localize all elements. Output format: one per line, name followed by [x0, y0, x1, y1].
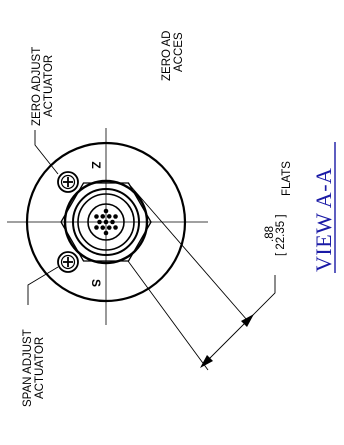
connector-pin: [103, 219, 109, 225]
connector-pin: [110, 219, 115, 225]
zero-mark-label: Z: [89, 161, 103, 168]
zero-actuator-label-line2: ACTUATOR: [43, 55, 55, 117]
dimension-note-flats: FLATS: [281, 161, 293, 196]
outer-housing-circle: [25, 141, 187, 303]
connector-pin: [100, 225, 106, 230]
dimension-extension-upper: [127, 182, 248, 321]
connector-ring-3: [77, 193, 135, 251]
span-mark-label: S: [89, 279, 103, 287]
zero-access-label-line2: ACCES: [173, 32, 185, 72]
span-actuator-label-line1: SPAN ADJUST: [22, 329, 34, 407]
connector-ring-outer: [63, 179, 149, 265]
zero-access-label-line1: ZERO AD: [161, 31, 173, 81]
span-actuator-leader: [27, 266, 59, 305]
connector-pin: [94, 225, 99, 230]
connector-pin: [113, 214, 118, 219]
connector-pins: [94, 208, 118, 236]
dimension-arrow-lower: [200, 355, 213, 368]
view-title: VIEW A-A: [311, 168, 336, 272]
connector-pin: [100, 214, 106, 219]
span-actuator-label-line2: ACTUATOR: [34, 337, 46, 399]
connector-ring-2: [72, 188, 140, 256]
dimension-line: [203, 317, 251, 365]
zero-actuator-leader: [34, 130, 59, 175]
zero-adjust-screw: [57, 171, 79, 193]
dimension-mm: [ 22.35 ]: [275, 214, 287, 256]
connector-ring-inner: [87, 203, 125, 241]
span-adjust-screw: [57, 251, 79, 273]
dimension-leader: [249, 275, 276, 319]
zero-actuator-label-line1: ZERO ADJUST: [31, 47, 43, 126]
connector-pin: [106, 225, 112, 230]
dimension-inches: .88: [264, 226, 276, 242]
dimension-extension-lower: [127, 260, 209, 371]
connector-pin: [103, 208, 109, 214]
connector-pin: [106, 214, 112, 219]
connector-pin: [103, 230, 109, 236]
connector-pin: [113, 225, 118, 230]
connector-pin: [97, 219, 102, 225]
connector-pin: [94, 214, 99, 219]
